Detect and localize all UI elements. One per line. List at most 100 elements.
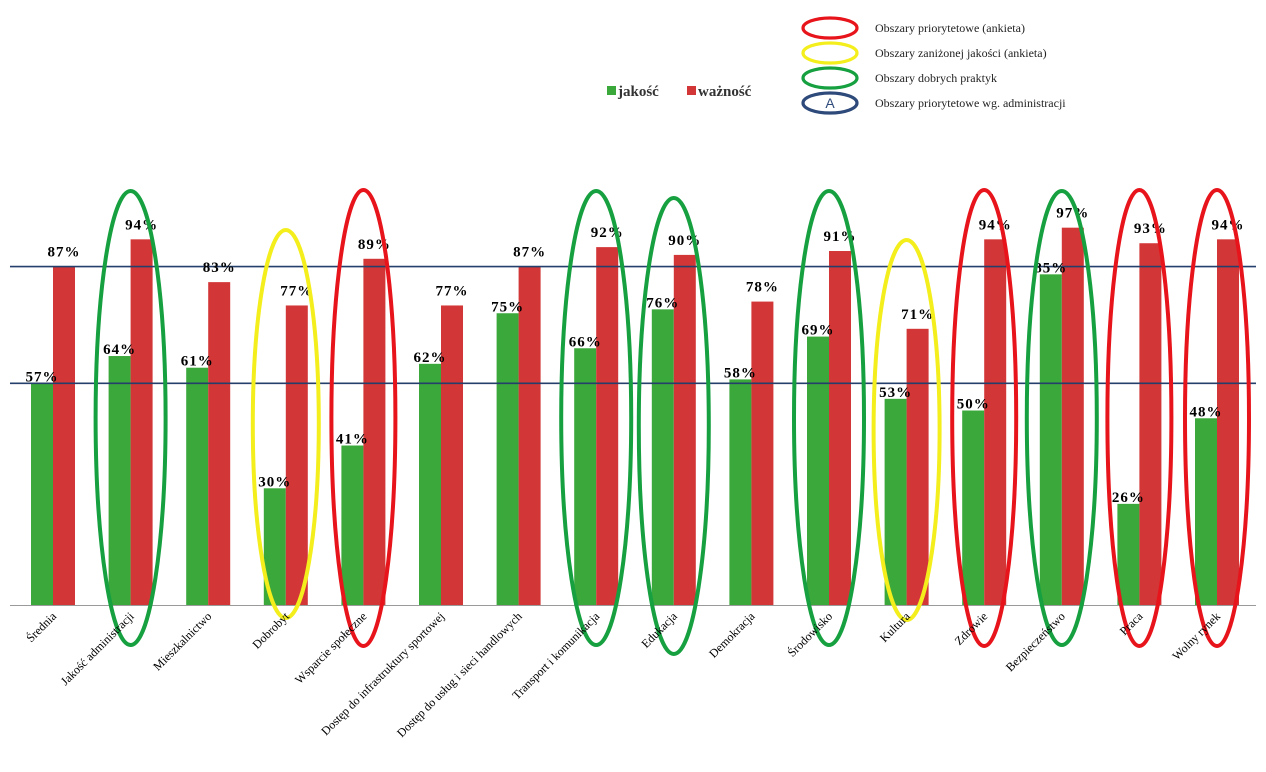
data-label-jakosc-srodowisko: 69% xyxy=(802,323,835,339)
bar-jakosc-wolny-rynek xyxy=(1195,418,1217,605)
tick-label-jakosc-administracji: Jakość administracji xyxy=(58,609,137,688)
highlight-ellipse-yellow-dobrobyt xyxy=(250,228,321,620)
legend-label-jakosc: jakość xyxy=(617,84,659,100)
data-label-jakosc-wolny-rynek: 48% xyxy=(1190,404,1223,420)
legend-swatch-waznosc xyxy=(687,86,696,95)
data-label-waznosc-dostep-do-uslug-i-sieci-handlowych: 87% xyxy=(513,245,546,261)
data-label-jakosc-dostep-do-uslug-i-sieci-handlowych: 75% xyxy=(491,299,524,315)
bar-jakosc-mieszkalnictwo xyxy=(186,367,209,605)
legend-green-ellipse-icon xyxy=(801,66,859,90)
tick-label-wolny-rynek: Wolny rynek xyxy=(1169,609,1223,663)
bar-waznosc-srodowisko xyxy=(829,251,851,605)
bar-jakosc-bezpieczenstwo xyxy=(1039,274,1062,605)
tick-label-transport-i-komunikacja: Transport i komunikacja xyxy=(509,609,602,702)
bar-waznosc-transport-i-komunikacja xyxy=(596,247,619,605)
legend-red-ellipse-icon xyxy=(801,16,859,40)
highlight-legend: Obszary priorytetowe (ankieta) Obszary za… xyxy=(801,16,1066,115)
series-legend: jakość ważność xyxy=(607,84,752,100)
data-label-jakosc-mieszkalnictwo: 61% xyxy=(181,354,214,370)
bar-waznosc-dostep-do-uslug-i-sieci-handlowych xyxy=(518,266,541,605)
bar-waznosc-zdrowie xyxy=(984,239,1007,605)
highlight-ellipse-green-transport-i-komunikacja xyxy=(559,189,634,647)
data-label-jakosc-praca: 26% xyxy=(1112,490,1145,506)
data-label-waznosc-bezpieczenstwo: 97% xyxy=(1056,206,1089,222)
legend-admin-ellipse-icon xyxy=(801,91,859,115)
tick-label-wsparcie-spoleczne: Wsparcie społeczne xyxy=(292,609,370,687)
highlight-ellipse-red-praca xyxy=(1105,188,1174,648)
data-label-waznosc-dostep-do-infrastruktury-sportowej: 77% xyxy=(436,283,469,299)
highlight-ellipse-green-edukacja xyxy=(636,196,711,656)
bar-waznosc-wsparcie-spoleczne xyxy=(363,258,386,605)
tick-label-srednia: Średnia xyxy=(23,609,59,645)
legend-yellow-ellipse-icon xyxy=(801,41,859,65)
legend-admin-letter: A xyxy=(825,95,835,111)
bar-jakosc-transport-i-komunikacja xyxy=(574,348,597,605)
bar-jakosc-zdrowie xyxy=(962,410,985,605)
bar-jakosc-demokracja xyxy=(729,379,752,605)
data-label-waznosc-jakosc-administracji: 94% xyxy=(125,217,158,233)
data-label-jakosc-srednia: 57% xyxy=(26,369,59,385)
data-label-jakosc-zdrowie: 50% xyxy=(957,397,990,413)
highlight-ellipse-green-jakosc-administracji xyxy=(93,189,168,647)
tick-label-demokracja: Demokracja xyxy=(706,609,758,661)
data-label-jakosc-bezpieczenstwo: 85% xyxy=(1034,260,1067,276)
tick-label-dostep-do-infrastruktury-sportowej: Dostęp do infrastruktury sportowej xyxy=(318,609,447,738)
data-label-waznosc-praca: 93% xyxy=(1134,221,1167,237)
highlight-ellipse-yellow-kultura xyxy=(871,238,942,622)
legend-label-obszary-priorytetowe-ankieta: Obszary priorytetowe (ankieta) xyxy=(875,21,1025,35)
bars xyxy=(31,227,1239,606)
data-label-jakosc-dostep-do-infrastruktury-sportowej: 62% xyxy=(414,350,447,366)
data-label-jakosc-dobrobyt: 30% xyxy=(258,474,291,490)
data-label-waznosc-demokracja: 78% xyxy=(746,280,779,296)
bar-waznosc-edukacja xyxy=(673,254,696,605)
tick-label-dobrobyt: Dobrobyt xyxy=(249,609,292,652)
data-label-jakosc-transport-i-komunikacja: 66% xyxy=(569,334,602,350)
bar-waznosc-dobrobyt xyxy=(285,305,308,605)
legend-label-obszary-priorytetowe-wg-administracji: Obszary priorytetowe wg. administracji xyxy=(875,96,1066,110)
legend-label-obszary-zanizonej-jakosci-ankieta: Obszary zaniżonej jakości (ankieta) xyxy=(875,46,1047,60)
data-label-waznosc-kultura: 71% xyxy=(901,307,934,323)
bar-waznosc-praca xyxy=(1139,243,1162,606)
bar-jakosc-dostep-do-infrastruktury-sportowej xyxy=(419,363,441,605)
data-label-jakosc-kultura: 53% xyxy=(879,385,912,401)
bar-jakosc-srodowisko xyxy=(807,336,829,605)
bar-waznosc-jakosc-administracji xyxy=(130,239,153,605)
tick-label-mieszkalnictwo: Mieszkalnictwo xyxy=(150,609,214,673)
bar-jakosc-edukacja xyxy=(651,309,674,605)
data-label-waznosc-zdrowie: 94% xyxy=(979,217,1012,233)
highlight-ellipse-red-zdrowie xyxy=(950,188,1019,648)
bar-jakosc-srednia xyxy=(31,383,53,605)
bar-jakosc-dostep-do-uslug-i-sieci-handlowych xyxy=(496,313,519,605)
tick-label-kultura: Kultura xyxy=(877,609,913,645)
tick-label-edukacja: Edukacja xyxy=(638,609,680,651)
bar-jakosc-jakosc-administracji xyxy=(108,356,131,605)
bar-jakosc-wsparcie-spoleczne xyxy=(341,445,364,605)
data-label-waznosc-srednia: 87% xyxy=(48,245,81,261)
data-label-waznosc-dobrobyt: 77% xyxy=(280,283,313,299)
bar-waznosc-kultura xyxy=(906,328,929,605)
legend-label-waznosc: ważność xyxy=(698,84,752,100)
highlight-ellipse-red-wsparcie-spoleczne xyxy=(329,188,398,648)
bar-waznosc-srednia xyxy=(53,266,75,605)
reference-lines xyxy=(10,265,1256,385)
tick-label-dostep-do-uslug-i-sieci-handlowych: Dostęp do usług i sieci handlowych xyxy=(394,609,525,740)
data-label-jakosc-jakosc-administracji: 64% xyxy=(103,342,136,358)
bar-jakosc-kultura xyxy=(884,398,907,605)
legend-swatch-jakosc xyxy=(607,86,616,95)
highlight-ellipse-green-bezpieczenstwo xyxy=(1024,189,1099,647)
bar-waznosc-demokracja xyxy=(751,301,774,605)
highlight-ellipse-red-wolny-rynek xyxy=(1183,188,1251,648)
bar-waznosc-wolny-rynek xyxy=(1217,239,1239,605)
data-label-jakosc-wsparcie-spoleczne: 41% xyxy=(336,432,369,448)
highlight-ellipse-green-srodowisko xyxy=(792,189,866,647)
bar-jakosc-praca xyxy=(1117,503,1140,605)
data-label-jakosc-demokracja: 58% xyxy=(724,365,757,381)
data-label-jakosc-edukacja: 76% xyxy=(646,295,679,311)
tick-label-srodowisko: Środowisko xyxy=(785,609,835,659)
data-label-waznosc-wolny-rynek: 94% xyxy=(1212,217,1245,233)
bar-waznosc-bezpieczenstwo xyxy=(1061,227,1084,606)
highlight-ellipses xyxy=(93,188,1251,656)
data-label-waznosc-mieszkalnictwo: 83% xyxy=(203,260,236,276)
